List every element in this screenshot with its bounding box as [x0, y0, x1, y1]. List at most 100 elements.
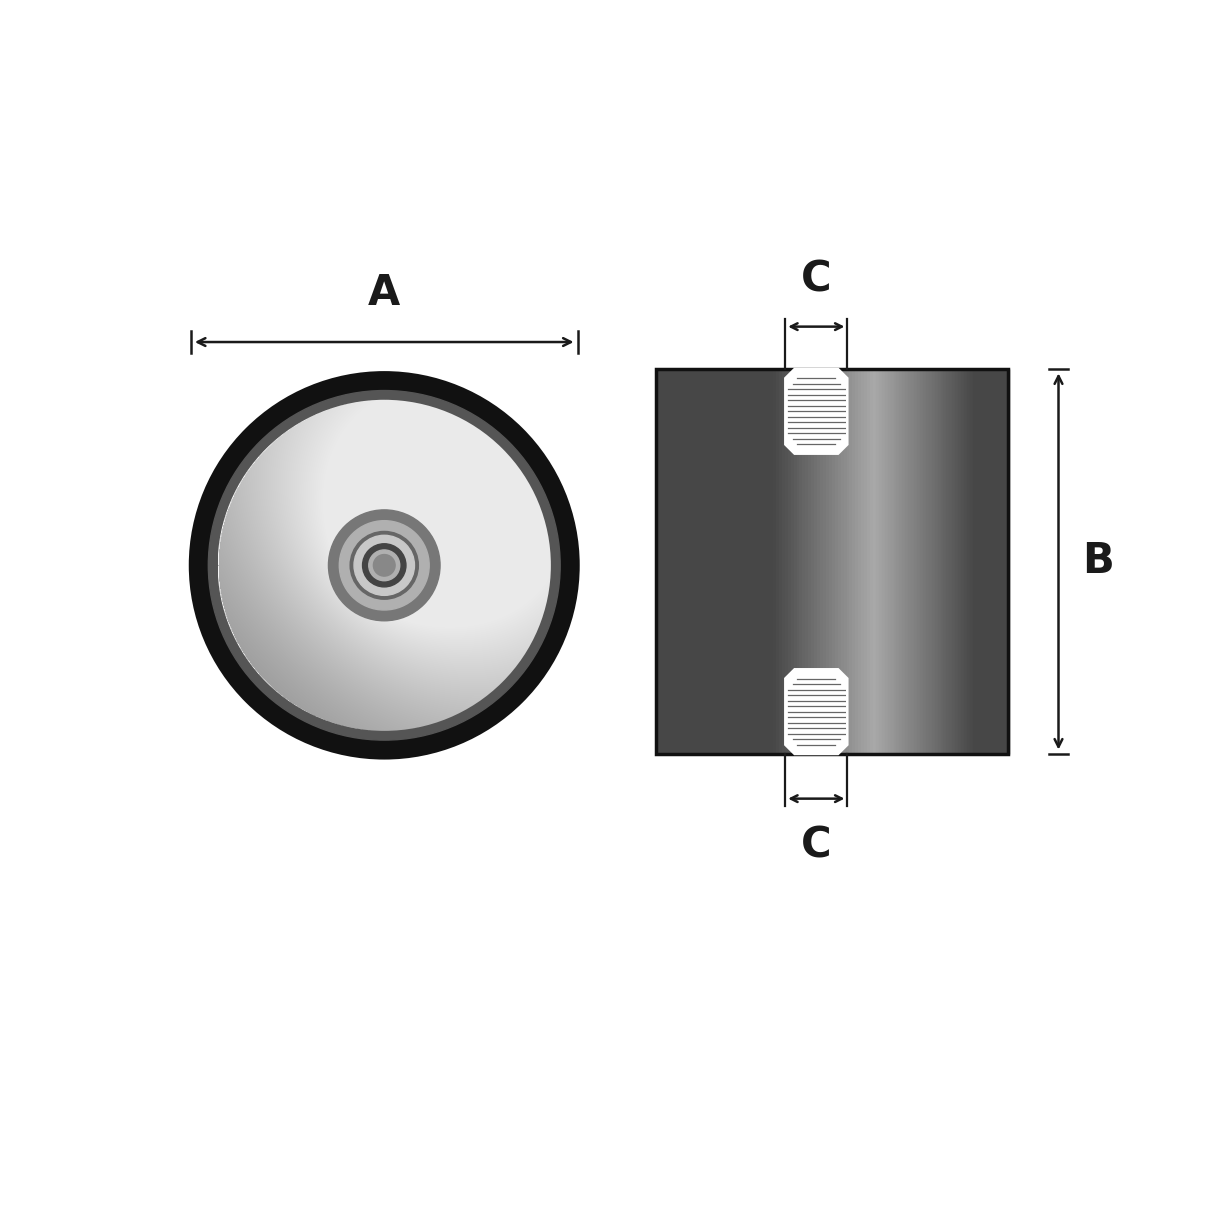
Bar: [937, 369, 941, 754]
Bar: [815, 369, 818, 754]
Bar: [693, 369, 697, 754]
Bar: [796, 369, 800, 754]
Bar: [931, 369, 936, 754]
Circle shape: [374, 555, 395, 577]
Bar: [976, 369, 980, 754]
Bar: [728, 369, 733, 754]
Circle shape: [354, 535, 414, 595]
Bar: [711, 369, 715, 754]
Bar: [832, 369, 835, 754]
Circle shape: [329, 510, 439, 620]
Bar: [685, 369, 688, 754]
Bar: [875, 369, 880, 754]
Bar: [958, 369, 961, 754]
Bar: [867, 369, 870, 754]
Bar: [726, 369, 730, 754]
Bar: [912, 369, 915, 754]
Bar: [724, 369, 727, 754]
Bar: [821, 369, 824, 754]
Bar: [835, 369, 839, 754]
Bar: [852, 369, 856, 754]
Text: B: B: [1082, 540, 1113, 583]
Bar: [856, 369, 860, 754]
Bar: [656, 369, 659, 754]
Bar: [991, 369, 994, 754]
Circle shape: [363, 544, 405, 586]
Circle shape: [339, 521, 430, 609]
Bar: [802, 369, 806, 754]
Bar: [894, 369, 897, 754]
Bar: [952, 369, 955, 754]
Bar: [997, 369, 1000, 754]
Bar: [744, 369, 748, 754]
Bar: [840, 369, 845, 754]
Bar: [861, 369, 864, 754]
Bar: [759, 369, 762, 754]
Circle shape: [350, 532, 419, 600]
Bar: [805, 369, 809, 754]
Bar: [926, 369, 930, 754]
Bar: [846, 369, 850, 754]
Circle shape: [209, 391, 560, 741]
Bar: [923, 369, 926, 754]
Bar: [738, 369, 742, 754]
Bar: [776, 369, 779, 754]
Circle shape: [369, 550, 399, 580]
Bar: [964, 369, 968, 754]
Bar: [929, 369, 932, 754]
Bar: [987, 369, 992, 754]
Bar: [864, 369, 868, 754]
Text: C: C: [801, 259, 832, 300]
Bar: [720, 369, 724, 754]
Bar: [838, 369, 841, 754]
Bar: [985, 369, 988, 754]
Bar: [770, 369, 773, 754]
Bar: [817, 369, 821, 754]
Bar: [673, 369, 677, 754]
Bar: [908, 369, 912, 754]
Bar: [891, 369, 895, 754]
Bar: [917, 369, 920, 754]
Bar: [676, 369, 680, 754]
Bar: [753, 369, 756, 754]
Bar: [734, 369, 738, 754]
Bar: [656, 369, 1008, 754]
Bar: [879, 369, 883, 754]
Bar: [887, 369, 891, 754]
Bar: [662, 369, 665, 754]
Bar: [972, 369, 976, 754]
Bar: [688, 369, 692, 754]
Bar: [881, 369, 885, 754]
Bar: [858, 369, 862, 754]
Bar: [703, 369, 707, 754]
Bar: [773, 369, 777, 754]
Bar: [844, 369, 847, 754]
Bar: [941, 369, 944, 754]
Bar: [761, 369, 765, 754]
Bar: [691, 369, 694, 754]
Bar: [800, 369, 804, 754]
Bar: [788, 369, 792, 754]
Bar: [717, 369, 721, 754]
Bar: [811, 369, 815, 754]
Bar: [679, 369, 682, 754]
Bar: [697, 369, 700, 754]
Bar: [978, 369, 982, 754]
Bar: [779, 369, 783, 754]
Bar: [741, 369, 744, 754]
Bar: [668, 369, 671, 754]
Bar: [755, 369, 759, 754]
Bar: [920, 369, 924, 754]
Bar: [982, 369, 986, 754]
Bar: [885, 369, 889, 754]
Bar: [714, 369, 717, 754]
Bar: [906, 369, 909, 754]
Bar: [747, 369, 750, 754]
Bar: [993, 369, 997, 754]
Bar: [709, 369, 713, 754]
Polygon shape: [785, 369, 847, 454]
Bar: [809, 369, 812, 754]
Bar: [970, 369, 974, 754]
Bar: [955, 369, 959, 754]
Bar: [670, 369, 674, 754]
